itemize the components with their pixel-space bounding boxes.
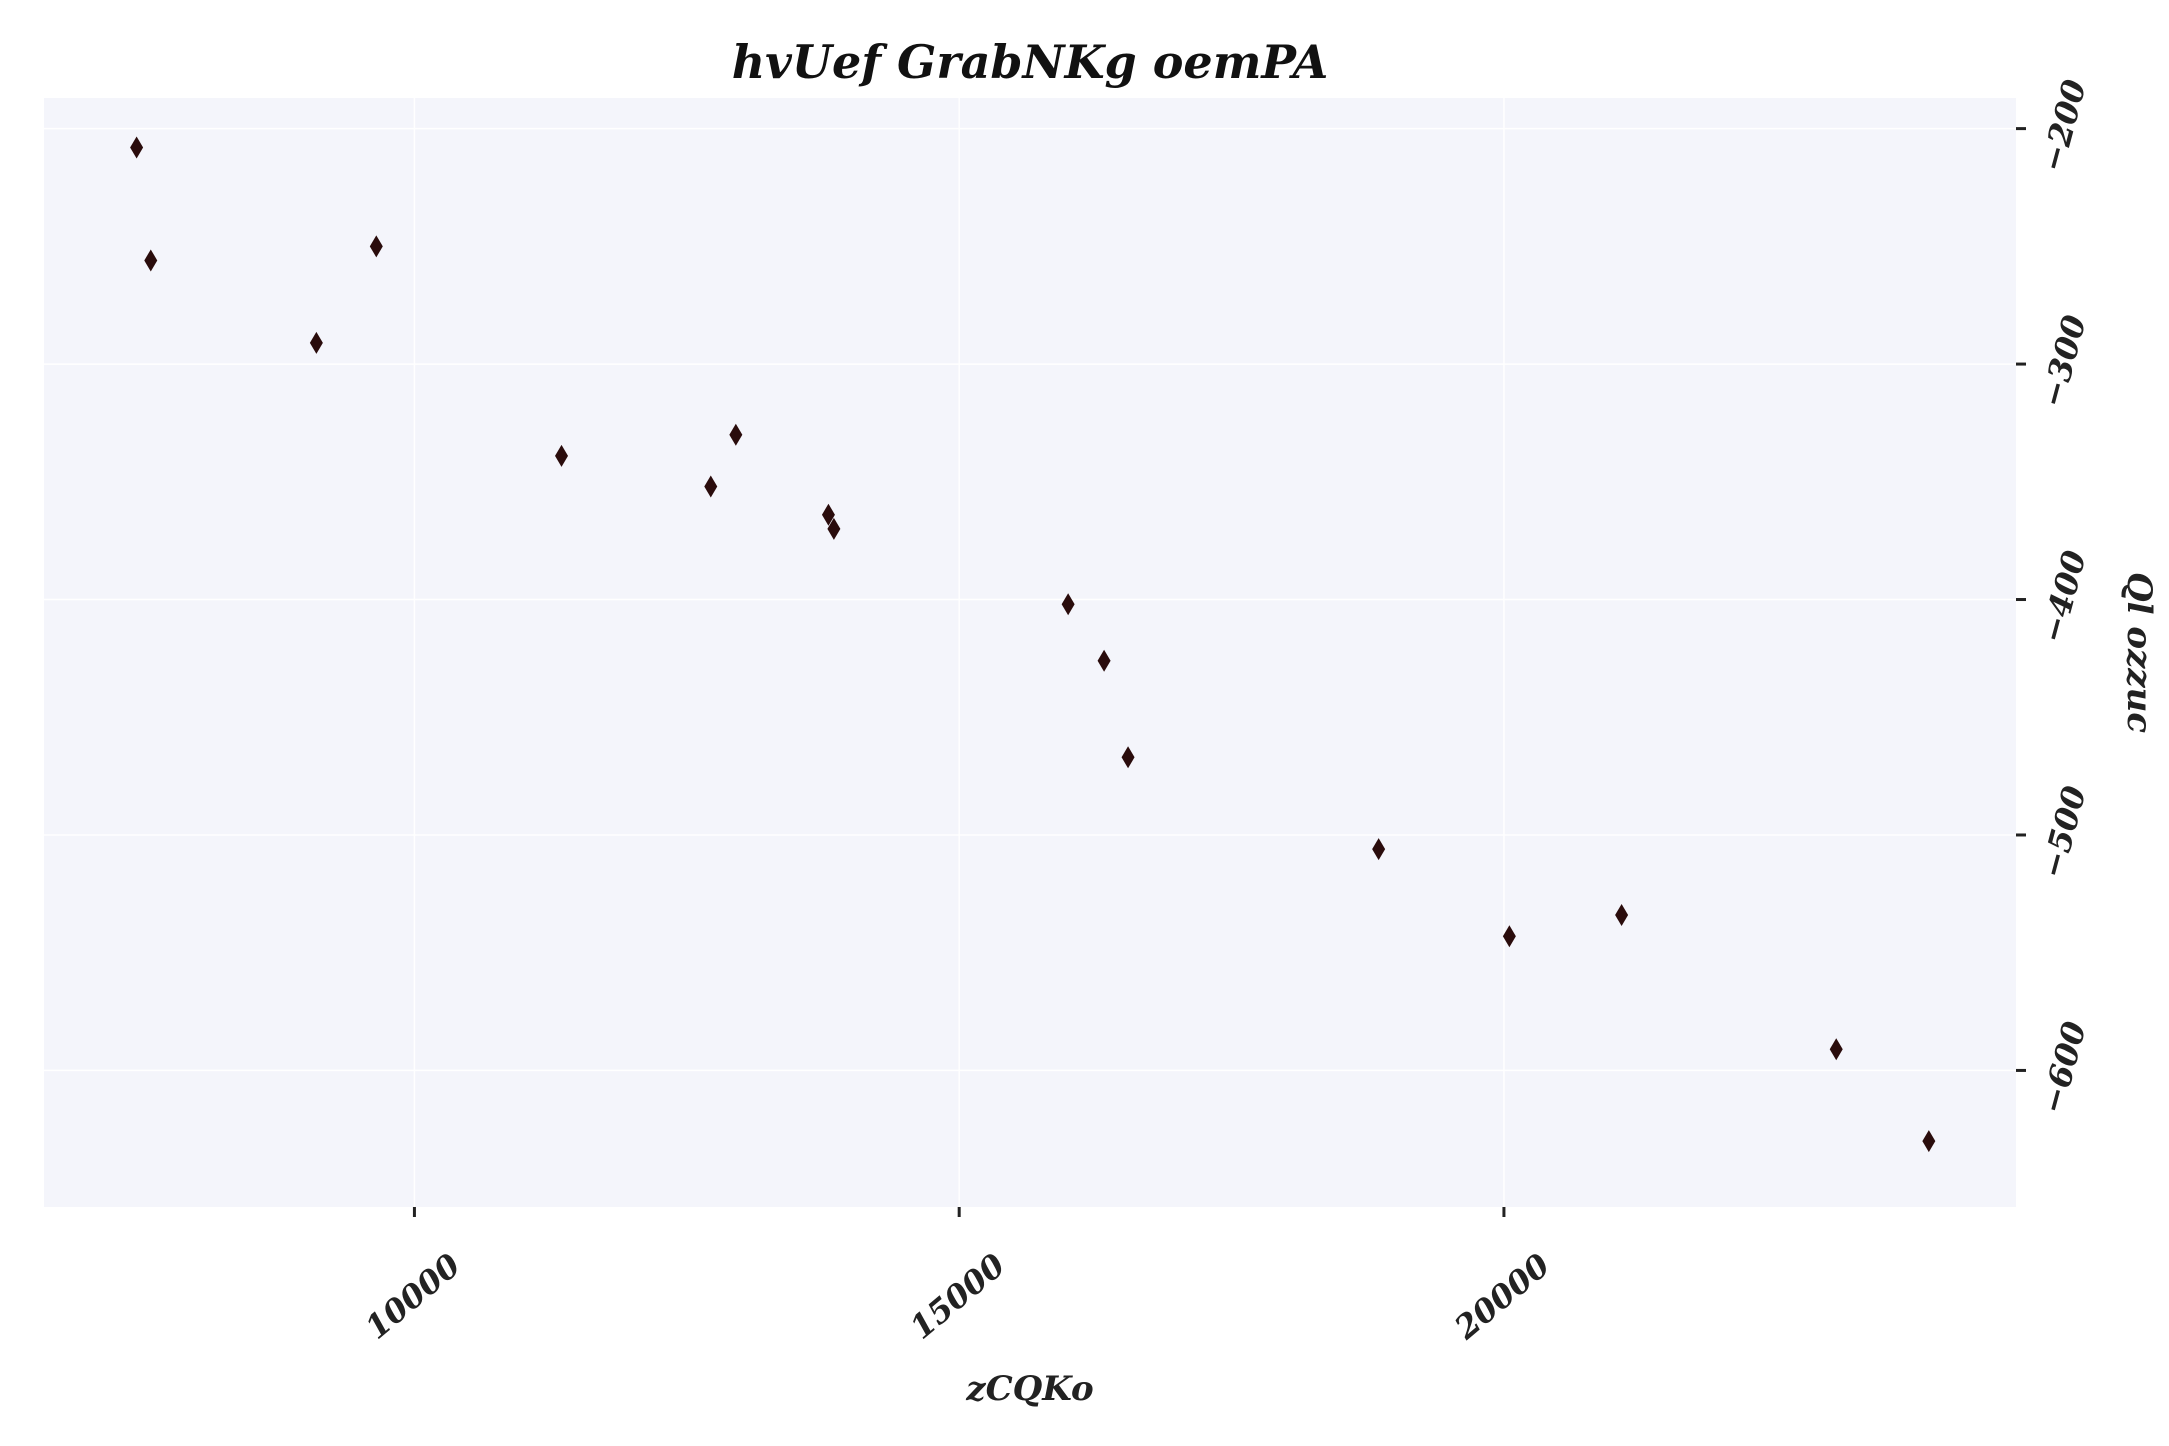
data-point [1121,746,1135,769]
data-point [729,423,743,446]
x-tick-label: 15000 [903,1246,1013,1347]
data-point [1829,1038,1843,1061]
data-point [821,503,835,526]
y-tick-label: −200 [2033,76,2094,176]
y-axis-label: Ql ozzuc [2119,572,2159,733]
data-point [369,235,383,258]
y-axis-ticks: −200 −300 −400 −500 −600 [2016,76,2094,1118]
chart-title: hvUef GrabNKg oemPA [732,35,1329,89]
x-tick-label: 10000 [358,1246,468,1347]
y-tick-label: −300 [2033,311,2094,411]
data-point [704,475,718,498]
data-point [130,136,144,159]
data-point [309,331,323,354]
data-point [1615,904,1629,927]
data-point [1061,593,1075,616]
data-point [1372,838,1386,861]
data-point [555,444,569,467]
data-point [827,517,841,540]
grid-lines [44,98,2016,1207]
data-point [1502,925,1516,948]
x-axis-ticks: 10000 15000 20000 [358,1207,1557,1347]
y-tick-label: −400 [2033,547,2094,647]
x-tick-label: 20000 [1447,1246,1557,1347]
y-tick-label: −500 [2033,782,2094,882]
plot-area [44,98,2016,1207]
data-point [144,249,158,272]
data-point [1922,1130,1936,1153]
y-tick-label: −600 [2033,1017,2094,1117]
data-point [1097,649,1111,672]
data-points [130,136,1936,1153]
x-axis-label: zCQKo [965,1369,1093,1409]
